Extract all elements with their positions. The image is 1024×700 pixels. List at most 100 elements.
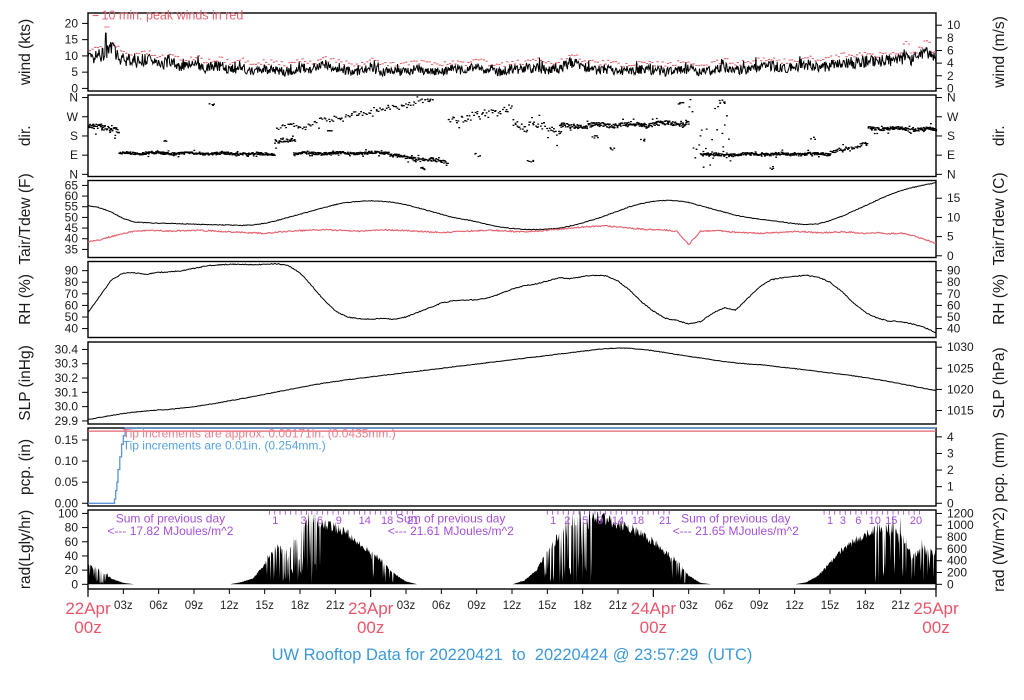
rad-cum-label: 14 [359,515,371,527]
rad-area [88,511,936,585]
tick-label-right: 0 [947,496,954,510]
hour-label: 15z [821,600,840,612]
tick-label-left: 20 [65,563,79,577]
tick-label-left: 0.05 [55,475,79,489]
rad-cum-label: 6 [317,515,323,527]
tick-label-right: 10 [947,18,961,32]
tick-label-left: 0 [71,577,78,591]
tick-label-left: 20 [65,16,79,30]
hour-label: 06z [715,600,734,612]
hour-label: 18z [856,600,875,612]
hour-label: 15z [255,600,274,612]
tick-label-left: 40 [65,232,79,246]
tick-label-right: 1000 [947,518,974,532]
tick-label-left: 30.0 [55,400,79,414]
date-label-z: 00z [640,618,667,637]
figure-title: UW Rooftop Data for 20220421 to 20220424… [271,646,753,664]
wind-note-text: 10 min. peak winds in red [102,9,244,23]
tick-label-left: 30.1 [55,385,79,399]
rad-sum-line2: <--- 21.65 MJoules/m^2 [673,524,799,538]
hour-label: 18z [573,600,592,612]
tick-label-left: 0.15 [55,433,79,447]
panel-slp: 29.930.030.130.230.330.4 1015 1020 1025 1030… [17,340,1008,428]
tick-label-right: 1030 [947,340,974,354]
tick-label-right: 1015 [947,404,974,418]
tick-label-right: 200 [947,566,967,580]
rad-cum-label: 15 [885,515,897,527]
panel-border-pcp [87,427,937,507]
axis-label-left-tair: Tair/Tdew (F) [17,173,34,264]
tick-label-right: 40 [947,322,961,336]
rad-sum-line1: Sum of previous day [116,512,225,526]
tick-label-right: 0 [947,577,954,591]
hour-label: 21z [891,600,910,612]
tick-label-left: 60 [65,189,79,203]
panel-border-dir [87,94,937,178]
tick-label-right: 2 [947,463,954,477]
hour-label: 18z [291,600,310,612]
tick-label-left: 50 [65,310,79,324]
slp-line [87,347,937,420]
rad-cum-label: 6 [855,515,861,527]
tick-label-right: 800 [947,530,967,544]
tick-label-right: 4 [947,430,954,444]
axis-label-right-pcp: pcp. (mm) [991,432,1008,502]
tick-label-right: 6 [947,43,954,57]
axis-label-right-wind: wind (m/s) [991,16,1008,88]
tick-label-left: 35 [65,242,79,256]
tick-label-right: 10 [947,210,961,224]
tick-label-left: 60 [65,535,79,549]
tick-label-right: N [947,91,956,105]
tick-label-right: 60 [947,298,961,312]
tick-label-left: 40 [65,322,79,336]
axis-label-right-tair: Tair/Tdew (C) [991,172,1008,265]
rad-cum-label: 1 [827,515,833,527]
tick-label-left: 0.00 [55,496,79,510]
rad-cum-label: 20 [910,515,922,527]
rad-cum-label: 14 [612,515,624,527]
tick-label-right: 1200 [947,506,974,520]
rad-sum-line1: Sum of previous day [681,512,790,526]
rad-cum-label: 9 [597,515,603,527]
tick-label-right: 90 [947,264,961,278]
axis-label-right-dir: dir. [991,125,1008,146]
tick-label-left: 80 [65,275,79,289]
axis-label-left-dir: dir. [17,125,34,146]
tick-label-right: 0 [947,81,954,95]
tick-label-left: 45 [65,221,79,235]
axis-label-left-rh: RH (%) [17,274,34,325]
rad-cum-label: 18 [381,515,393,527]
tick-label-left: N [69,167,78,181]
tick-label-right: 15 [947,191,961,205]
date-label: 23Apr [348,599,394,618]
hour-label: 09z [750,600,769,612]
hour-label: 12z [220,600,239,612]
tick-label-right: N [947,167,956,181]
tick-label-left: 40 [65,549,79,563]
tick-label-right: 5 [947,230,954,244]
tick-label-left: 100 [58,506,78,520]
tick-label-right: W [947,110,959,124]
date-label: 24Apr [631,599,677,618]
pcp-blue-steps [88,427,936,504]
tick-label-right: 1 [947,480,954,494]
tdew-line [87,224,937,246]
hour-label: 06z [149,600,168,612]
hour-label: 12z [785,600,804,612]
hour-label: 09z [467,600,486,612]
panel-border-rh [87,260,937,339]
tick-label-right: S [947,129,955,143]
date-label-z: 00z [922,618,949,637]
tair-line [87,182,936,231]
hour-label: 03z [114,600,133,612]
tick-label-right: 0 [947,249,954,263]
hour-label: 15z [538,600,557,612]
tick-label-left: 55 [65,200,79,214]
panel-rad: 020406080100020040060080010001200rad(Lgl… [17,506,1008,591]
dir-scatter [88,96,938,171]
tick-label-right: 600 [947,542,967,556]
